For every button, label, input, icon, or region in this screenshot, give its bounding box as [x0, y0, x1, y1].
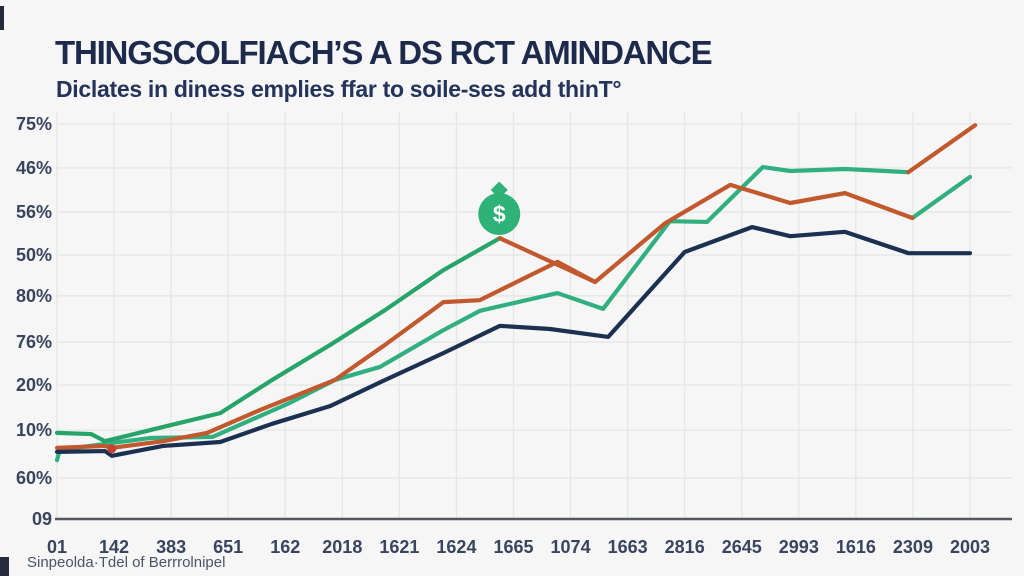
x-tick-label: 1074 — [551, 537, 591, 557]
x-tick-label: 142 — [99, 537, 129, 557]
x-tick-label: 2018 — [322, 537, 362, 557]
red-marker-dot — [107, 444, 117, 454]
chart-footnote: Sinpeolda·Tdel of Berrrolnipel — [27, 554, 226, 571]
y-tick-label: 60% — [16, 468, 52, 488]
y-tick-label: 76% — [16, 332, 52, 352]
y-tick-label: 46% — [16, 158, 52, 178]
x-tick-label: 01 — [47, 537, 67, 557]
x-tick-label: 162 — [270, 537, 300, 557]
dollar-icon: $ — [493, 201, 506, 227]
series-green-line — [54, 236, 502, 444]
series-orange-top-right-segment — [906, 123, 978, 175]
x-tick-label: 2645 — [722, 537, 762, 557]
chart-subtitle: Diclates in diness emplies ffar to soile… — [56, 76, 622, 103]
screen-edge-artifact — [0, 557, 9, 576]
series-navy-line — [54, 224, 973, 458]
series-teal-line — [54, 164, 911, 463]
x-tick-label: 1663 — [608, 537, 648, 557]
x-tick-label: 1665 — [493, 537, 533, 557]
series-green-bottom-right-segment — [910, 174, 973, 221]
y-tick-label: 09 — [32, 509, 52, 529]
x-tick-label: 2309 — [893, 537, 933, 557]
series-orange-line — [54, 182, 915, 450]
x-tick-label: 383 — [156, 537, 186, 557]
x-tick-label: 2003 — [950, 537, 990, 557]
chart-title: THINGSCOLFIACH’S A DS RCT AMINDANCE — [55, 34, 713, 72]
y-tick-label: 80% — [16, 286, 52, 306]
x-tick-label: 1616 — [836, 537, 876, 557]
x-tick-label: 2816 — [665, 537, 705, 557]
screen-edge-artifact — [0, 6, 4, 30]
y-tick-label: 50% — [16, 245, 52, 265]
x-tick-label: 1624 — [436, 537, 476, 557]
x-tick-label: 1621 — [379, 537, 419, 557]
y-tick-label: 56% — [16, 202, 52, 222]
y-tick-label: 20% — [16, 375, 52, 395]
money-badge-icon — [478, 193, 521, 236]
y-tick-label: 75% — [16, 114, 52, 134]
x-tick-label: 651 — [213, 537, 243, 557]
x-tick-label: 2993 — [779, 537, 819, 557]
y-tick-label: 10% — [16, 420, 52, 440]
